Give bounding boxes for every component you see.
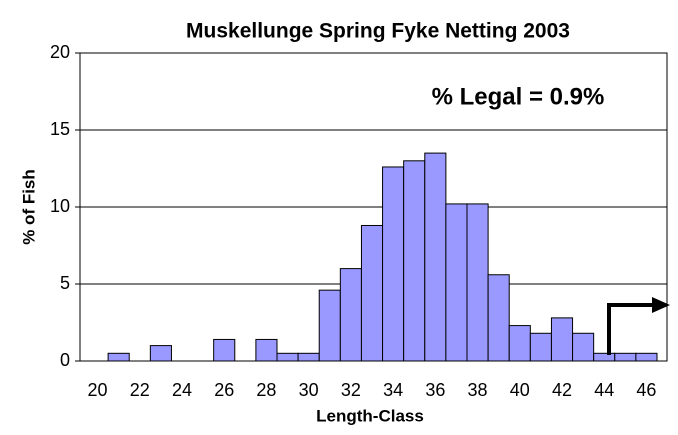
bar xyxy=(508,325,531,362)
y-tick-label: 10 xyxy=(50,196,70,216)
bar xyxy=(382,166,405,362)
bar xyxy=(487,274,510,362)
legal-arrow xyxy=(607,303,655,355)
x-tick-label: 22 xyxy=(130,380,150,400)
bar xyxy=(276,352,299,362)
x-axis-label: Length-Class xyxy=(316,406,424,425)
bar xyxy=(149,345,172,362)
bar xyxy=(297,352,320,362)
x-tick-label: 30 xyxy=(299,380,319,400)
chart-title: Muskellunge Spring Fyke Netting 2003 xyxy=(186,20,570,43)
x-tick-label: 44 xyxy=(594,380,614,400)
bar xyxy=(403,160,426,362)
y-tick-label: 20 xyxy=(50,42,70,62)
x-tick-label: 34 xyxy=(383,380,403,400)
bar xyxy=(318,289,341,362)
x-tick-label: 38 xyxy=(468,380,488,400)
bar xyxy=(550,317,574,362)
bar xyxy=(593,352,616,362)
bar xyxy=(339,268,362,362)
bar xyxy=(424,152,447,362)
legal-arrowhead xyxy=(652,297,670,313)
bar xyxy=(635,352,658,362)
x-tick-label: 32 xyxy=(341,380,361,400)
x-tick-label: 26 xyxy=(214,380,234,400)
bar xyxy=(529,332,552,362)
y-tick-label: 0 xyxy=(60,350,70,370)
annotation: % Legal = 0.9% xyxy=(432,83,605,110)
x-tick-label: 40 xyxy=(510,380,530,400)
marks: 0 5 10 15 20 20 22 24 26 28 30 32 34 36 38 40 42 44 46 xyxy=(50,42,667,400)
x-tick-label: 42 xyxy=(552,380,572,400)
x-tick-label: 36 xyxy=(425,380,445,400)
y-tick-label: 15 xyxy=(50,119,70,139)
bar xyxy=(213,338,236,362)
bar xyxy=(445,203,468,362)
bar xyxy=(466,203,489,362)
bar xyxy=(360,224,384,362)
y-axis-label: % of Fish xyxy=(19,169,38,245)
x-tick-label: 28 xyxy=(256,380,276,400)
bar xyxy=(107,352,130,362)
bar xyxy=(572,332,595,362)
bar xyxy=(614,352,637,362)
x-tick-label: 24 xyxy=(172,380,192,400)
y-tick-label: 5 xyxy=(60,273,70,293)
bar xyxy=(255,338,278,362)
x-tick-label: 46 xyxy=(636,380,656,400)
x-tick-label: 20 xyxy=(88,380,108,400)
